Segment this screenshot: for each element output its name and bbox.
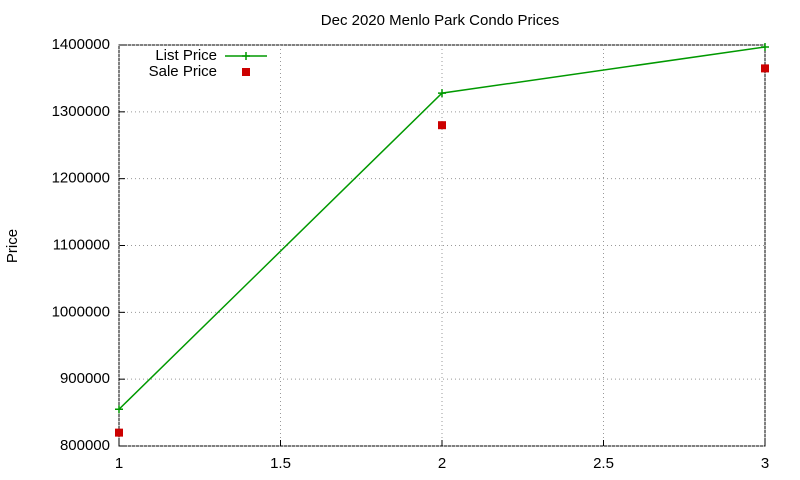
legend-marker [242,68,250,76]
y-tick-label: 800000 [60,437,110,454]
y-tick-label: 900000 [60,370,110,387]
point [115,428,123,437]
x-tick-label: 2.5 [593,455,614,472]
chart-title: Dec 2020 Menlo Park Condo Prices [321,12,559,29]
x-tick-label: 1.5 [270,455,291,472]
y-tick-label: 1400000 [52,36,110,53]
y-tick-label: 1200000 [52,170,110,187]
x-tick-label: 3 [761,455,769,472]
x-tick-label: 2 [438,455,446,472]
y-tick-label: 1000000 [52,303,110,320]
legend-label: List Price [155,47,217,64]
point [115,405,123,414]
point [438,121,446,130]
y-tick-label: 1300000 [52,103,110,120]
y-tick-label: 1100000 [53,236,110,253]
point [438,89,446,98]
y-axis-title: Price [4,229,21,263]
x-tick-label: 1 [115,455,123,472]
point [761,43,769,52]
legend-label: Sale Price [149,63,217,80]
point [761,64,769,73]
legend-marker [242,52,250,60]
